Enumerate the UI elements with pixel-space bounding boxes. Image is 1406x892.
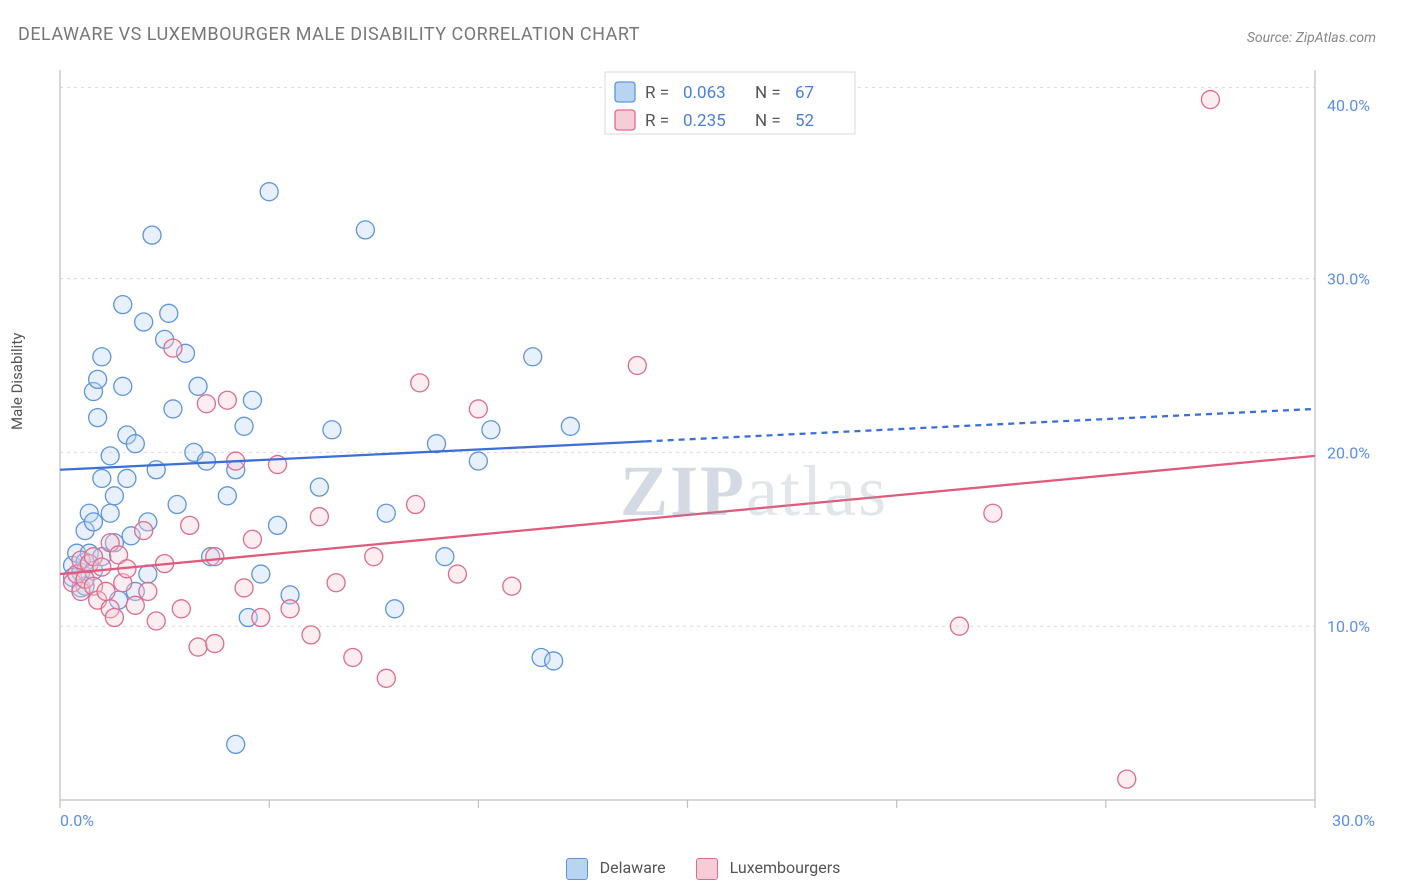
- svg-text:20.0%: 20.0%: [1327, 443, 1370, 462]
- source-attribution: Source: ZipAtlas.com: [1247, 30, 1376, 46]
- scatter-chart-svg: 10.0% 20.0% 30.0% 40.0% 0.0% 30.0% R = 0.063 N =…: [50, 60, 1385, 830]
- svg-text:52: 52: [795, 111, 814, 131]
- svg-text:40.0%: 40.0%: [1327, 96, 1370, 115]
- bottom-legend: Delaware Luxembourgers: [0, 858, 1406, 880]
- svg-text:0.235: 0.235: [683, 111, 726, 131]
- legend-label-luxembourgers: Luxembourgers: [730, 858, 841, 877]
- svg-text:R =: R =: [645, 111, 669, 131]
- legend-swatch-delaware: [566, 858, 588, 880]
- svg-text:67: 67: [795, 83, 814, 103]
- svg-text:N =: N =: [755, 111, 781, 131]
- svg-text:0.0%: 0.0%: [60, 811, 94, 830]
- y-axis-label: Male Disability: [8, 333, 26, 430]
- svg-text:N =: N =: [755, 83, 781, 103]
- legend-label-delaware: Delaware: [600, 858, 666, 877]
- svg-text:10.0%: 10.0%: [1327, 617, 1370, 636]
- legend-item-delaware: Delaware: [566, 858, 666, 880]
- svg-text:0.063: 0.063: [683, 83, 726, 103]
- plot-area: 10.0% 20.0% 30.0% 40.0% 0.0% 30.0% R = 0.063 N =…: [50, 60, 1385, 830]
- chart-title: DELAWARE VS LUXEMBOURGER MALE DISABILITY…: [18, 24, 640, 45]
- legend-item-luxembourgers: Luxembourgers: [696, 858, 841, 880]
- svg-text:30.0%: 30.0%: [1327, 270, 1370, 289]
- svg-text:R =: R =: [645, 83, 669, 103]
- svg-text:30.0%: 30.0%: [1332, 811, 1375, 830]
- legend-swatch-luxembourgers: [696, 858, 718, 880]
